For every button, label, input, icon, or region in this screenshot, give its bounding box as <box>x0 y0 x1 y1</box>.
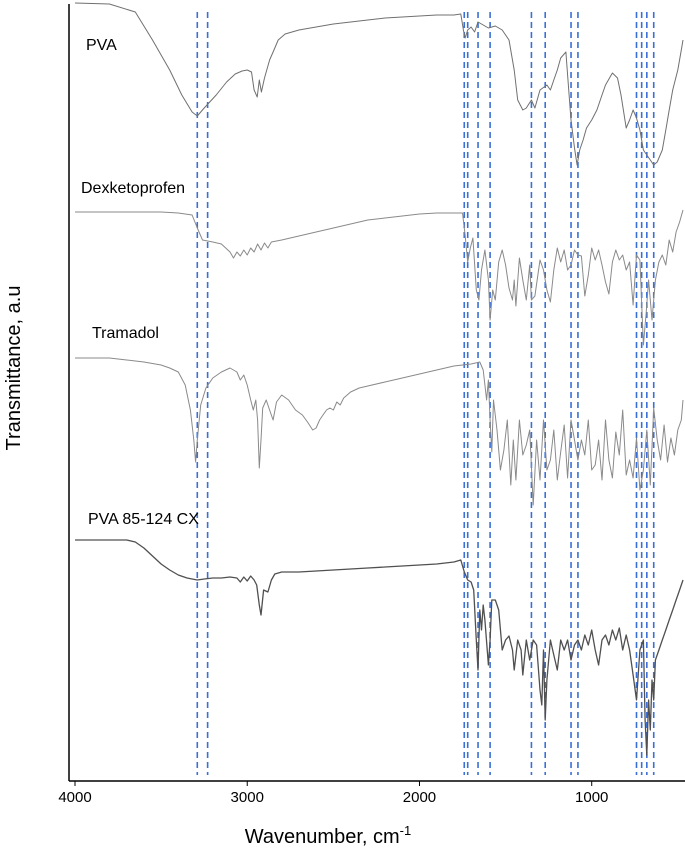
series-label-pva-cx: PVA 85-124 CX <box>88 511 199 528</box>
spectra <box>74 2 684 756</box>
series-label-dexketoprofen: Dexketoprofen <box>81 180 185 197</box>
x-axis-title-superscript: -1 <box>400 823 412 838</box>
spectrum-line-pva <box>74 2 684 166</box>
reference-lines <box>196 12 655 775</box>
spectrum-line-dexketoprofen <box>75 209 684 346</box>
series-label-tramadol: Tramadol <box>92 325 159 342</box>
plot-frame <box>68 4 685 782</box>
x-axis-title: Wavenumber, cm-1 <box>245 823 411 848</box>
y-axis-title: Transmittance, a.u <box>3 286 25 451</box>
spectrum-line-pva-85-124-cx <box>75 539 684 756</box>
x-axis-title-text: Wavenumber, cm <box>245 826 400 848</box>
x-tick-label: 1000 <box>575 789 608 806</box>
x-ticks: 4000 3000 2000 1000 <box>58 781 608 806</box>
x-tick-label: 4000 <box>58 789 91 806</box>
spectrum-line-tramadol <box>75 357 684 506</box>
series-label-pva: PVA <box>86 37 117 54</box>
x-tick-label: 2000 <box>403 789 436 806</box>
x-tick-label: 3000 <box>231 789 264 806</box>
